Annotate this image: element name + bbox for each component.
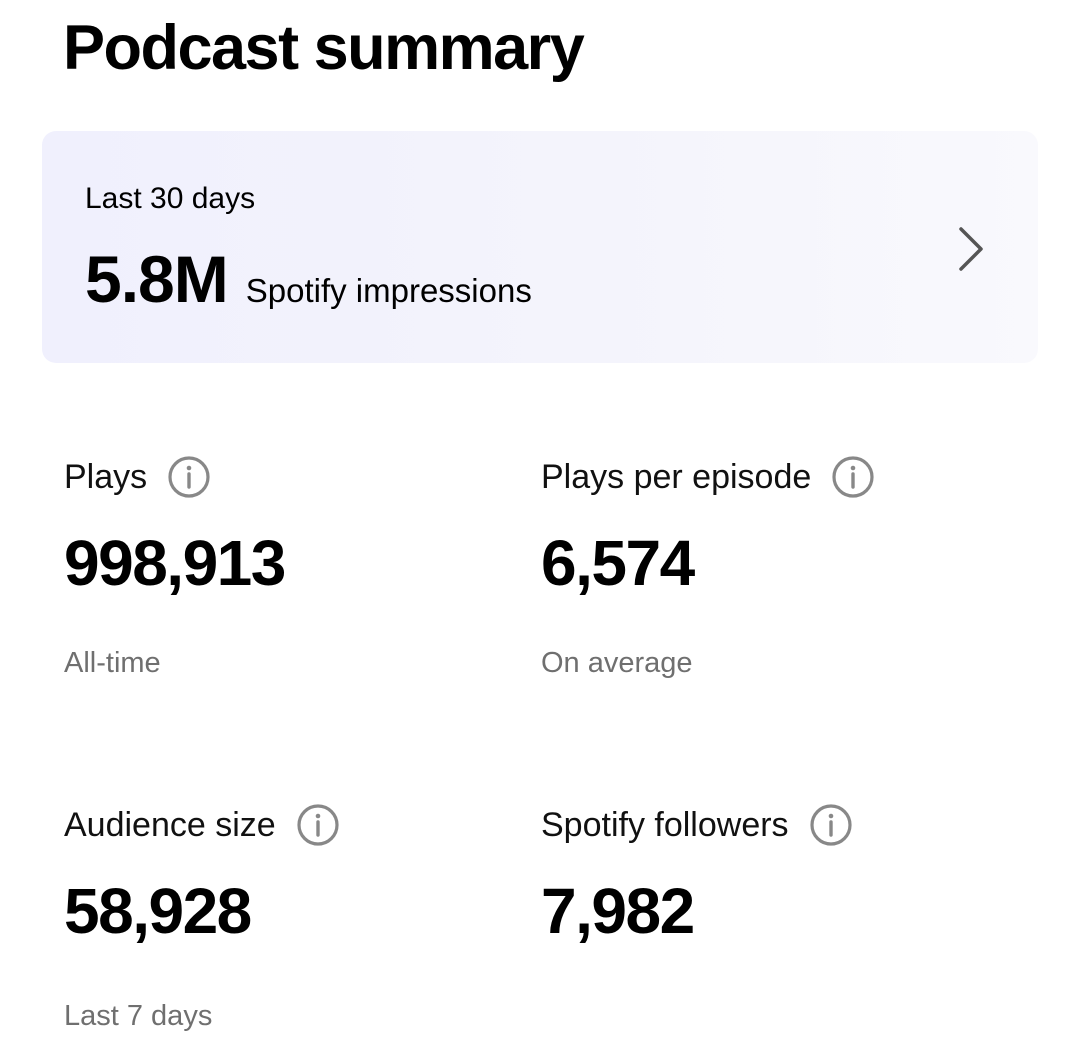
- stat-label-plays-per-episode: Plays per episode: [541, 458, 812, 496]
- stat-caption-plays-per-episode: On average: [541, 647, 693, 679]
- info-icon[interactable]: [809, 803, 853, 847]
- info-icon[interactable]: [296, 803, 340, 847]
- stat-header: Audience size: [64, 803, 340, 847]
- stat-value-plays-per-episode: 6,574: [541, 527, 695, 599]
- stat-caption-audience-size: Last 7 days: [64, 1000, 213, 1032]
- stat-audience-size: Audience size 58,928 Last 7 days: [64, 803, 340, 1032]
- impressions-metric: 5.8M Spotify impressions: [85, 241, 532, 317]
- stat-value-audience-size: 58,928: [64, 875, 252, 947]
- info-icon[interactable]: [831, 455, 875, 499]
- chevron-right-icon[interactable]: [955, 225, 989, 273]
- stat-header: Plays: [64, 455, 211, 499]
- stat-spotify-followers: Spotify followers 7,982: [541, 803, 853, 947]
- stat-header: Spotify followers: [541, 803, 853, 847]
- stat-value-plays: 998,913: [64, 527, 286, 599]
- impressions-period: Last 30 days: [85, 182, 256, 215]
- impressions-value: 5.8M: [85, 242, 229, 316]
- stat-label-plays: Plays: [64, 458, 148, 496]
- info-icon[interactable]: [167, 455, 211, 499]
- stat-caption-plays: All-time: [64, 647, 161, 679]
- stat-header: Plays per episode: [541, 455, 875, 499]
- impressions-unit: Spotify impressions: [245, 272, 532, 309]
- stat-plays-per-episode: Plays per episode 6,574 On average: [541, 455, 875, 679]
- stat-label-spotify-followers: Spotify followers: [541, 806, 789, 844]
- stat-value-spotify-followers: 7,982: [541, 875, 695, 947]
- stat-plays: Plays 998,913 All-time: [64, 455, 286, 679]
- stat-label-audience-size: Audience size: [64, 806, 276, 844]
- page-title: Podcast summary: [63, 13, 585, 83]
- impressions-card[interactable]: Last 30 days 5.8M Spotify impressions: [42, 131, 1038, 363]
